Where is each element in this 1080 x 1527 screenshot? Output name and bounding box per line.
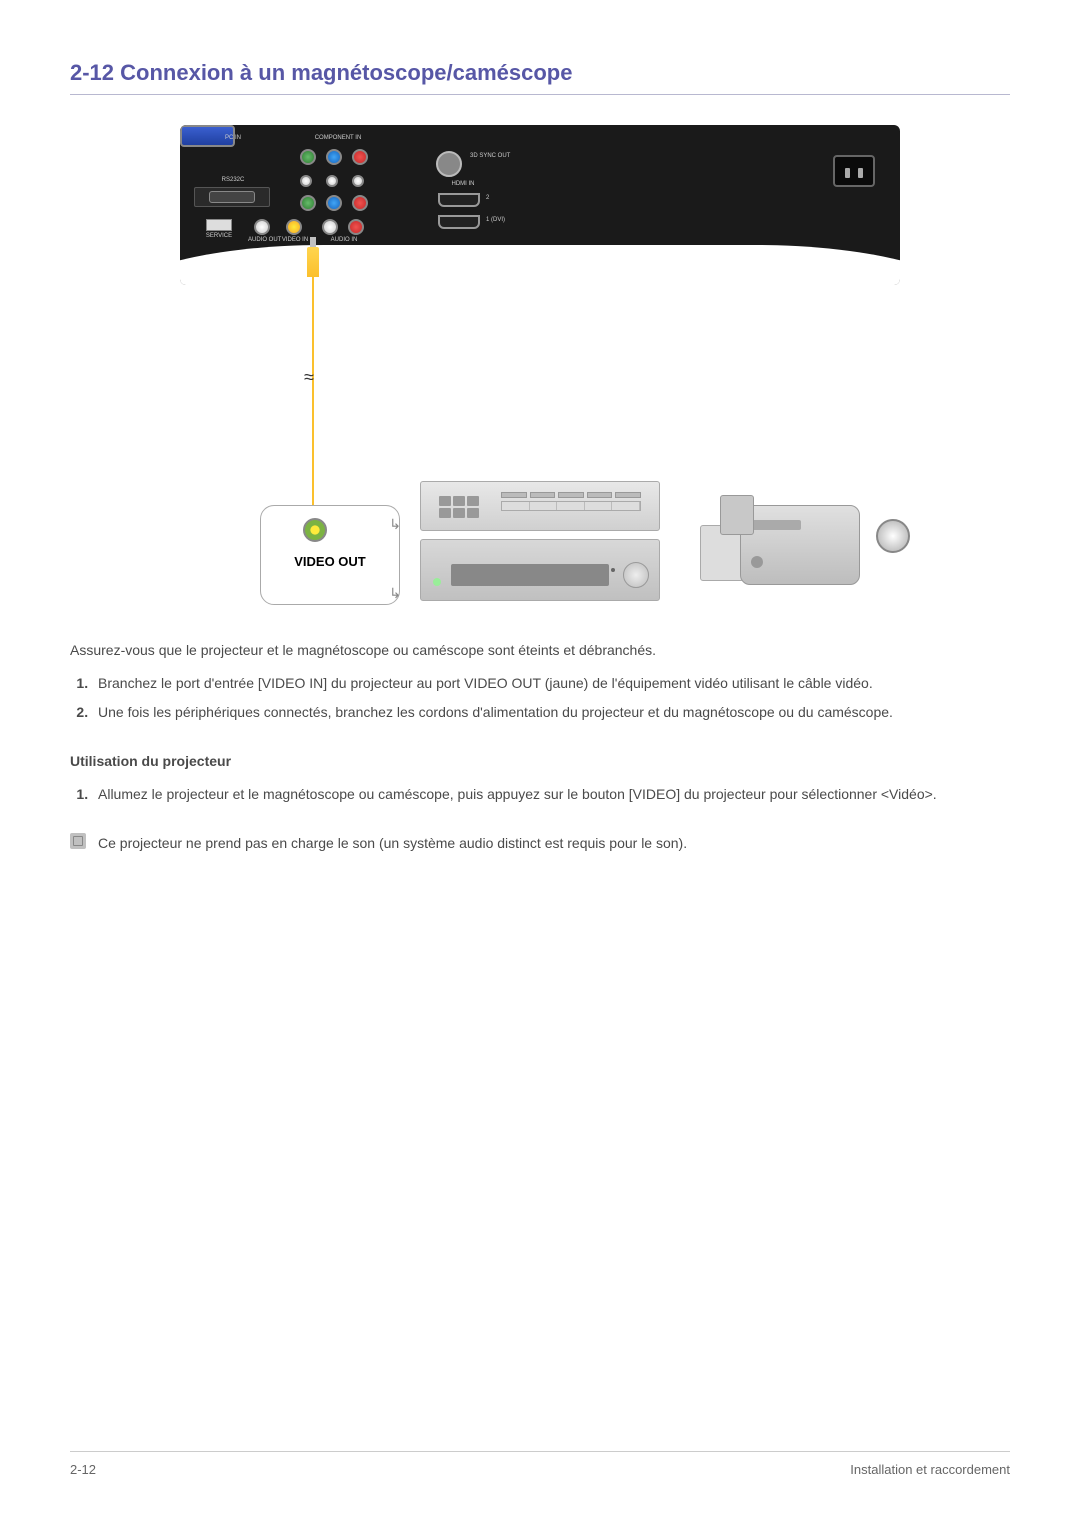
camcorder-device — [700, 495, 900, 595]
port-component-2c — [352, 175, 364, 187]
label-audio-out: AUDIO OUT — [248, 237, 278, 243]
port-hdmi-1 — [438, 215, 480, 229]
body-text: Assurez-vous que le projecteur et le mag… — [70, 640, 1010, 854]
port-audio-in-l — [322, 219, 338, 235]
label-rs232c: RS232C — [206, 177, 260, 183]
label-video-in: VIDEO IN — [280, 237, 310, 243]
video-out-label: VIDEO OUT — [261, 554, 399, 569]
step-item: Allumez le projecteur et le magnétoscope… — [92, 784, 1010, 805]
label-hdmi-1: 1 (DVI) — [486, 217, 505, 223]
label-audio-in: AUDIO IN — [324, 237, 364, 243]
label-component-in: COMPONENT IN — [298, 135, 378, 141]
cable-plug-top — [307, 247, 319, 277]
vcr-device — [420, 481, 660, 601]
intro-paragraph: Assurez-vous que le projecteur et le mag… — [70, 640, 1010, 661]
port-usb-service — [206, 219, 232, 231]
port-component-3c — [352, 195, 368, 211]
port-component-2b — [326, 175, 338, 187]
usage-steps: Allumez le projecteur et le magnétoscope… — [70, 784, 1010, 805]
note-text: Ce projecteur ne prend pas en charge le … — [98, 833, 687, 854]
pointer-arrow-icon: ↳ — [389, 585, 401, 602]
footer-left: 2-12 — [70, 1462, 96, 1477]
note-row: Ce projecteur ne prend pas en charge le … — [70, 833, 1010, 854]
connection-steps: Branchez le port d'entrée [VIDEO IN] du … — [70, 673, 1010, 723]
port-audio-out — [254, 219, 270, 235]
section-heading: 2-12 Connexion à un magnétoscope/camésco… — [70, 60, 1010, 95]
step-item: Branchez le port d'entrée [VIDEO IN] du … — [92, 673, 1010, 694]
port-audio-in-r — [348, 219, 364, 235]
connection-diagram: PC IN RS232C COMPONENT IN 3D SYNC OUT HD… — [180, 125, 900, 610]
label-service: SERVICE — [204, 233, 234, 239]
port-component-y — [300, 149, 316, 165]
cable-break-icon: ≈ — [304, 367, 314, 388]
pointer-arrow-icon: ↳ — [389, 516, 401, 533]
port-3d-sync — [436, 151, 462, 177]
subheading: Utilisation du projecteur — [70, 751, 1010, 772]
footer-right: Installation et raccordement — [850, 1462, 1010, 1477]
label-3d-sync: 3D SYNC OUT — [470, 153, 510, 159]
label-hdmi-2: 2 — [486, 195, 489, 201]
note-icon — [70, 833, 86, 849]
port-component-2a — [300, 175, 312, 187]
port-rs232c — [194, 187, 270, 207]
port-component-3a — [300, 195, 316, 211]
projector-back-panel: PC IN RS232C COMPONENT IN 3D SYNC OUT HD… — [180, 125, 900, 285]
port-hdmi-2 — [438, 193, 480, 207]
video-out-jack — [303, 518, 327, 542]
label-hdmi-in: HDMI IN — [438, 181, 488, 187]
port-component-pr — [352, 149, 368, 165]
port-video-in — [286, 219, 302, 235]
step-item: Une fois les périphériques connectés, br… — [92, 702, 1010, 723]
video-cable: ≈ — [310, 247, 316, 537]
port-power — [833, 155, 875, 187]
port-component-pb — [326, 149, 342, 165]
page-footer: 2-12 Installation et raccordement — [70, 1451, 1010, 1477]
label-pc-in: PC IN — [206, 135, 260, 141]
video-out-callout: VIDEO OUT ↳ ↳ — [260, 505, 400, 605]
port-component-3b — [326, 195, 342, 211]
